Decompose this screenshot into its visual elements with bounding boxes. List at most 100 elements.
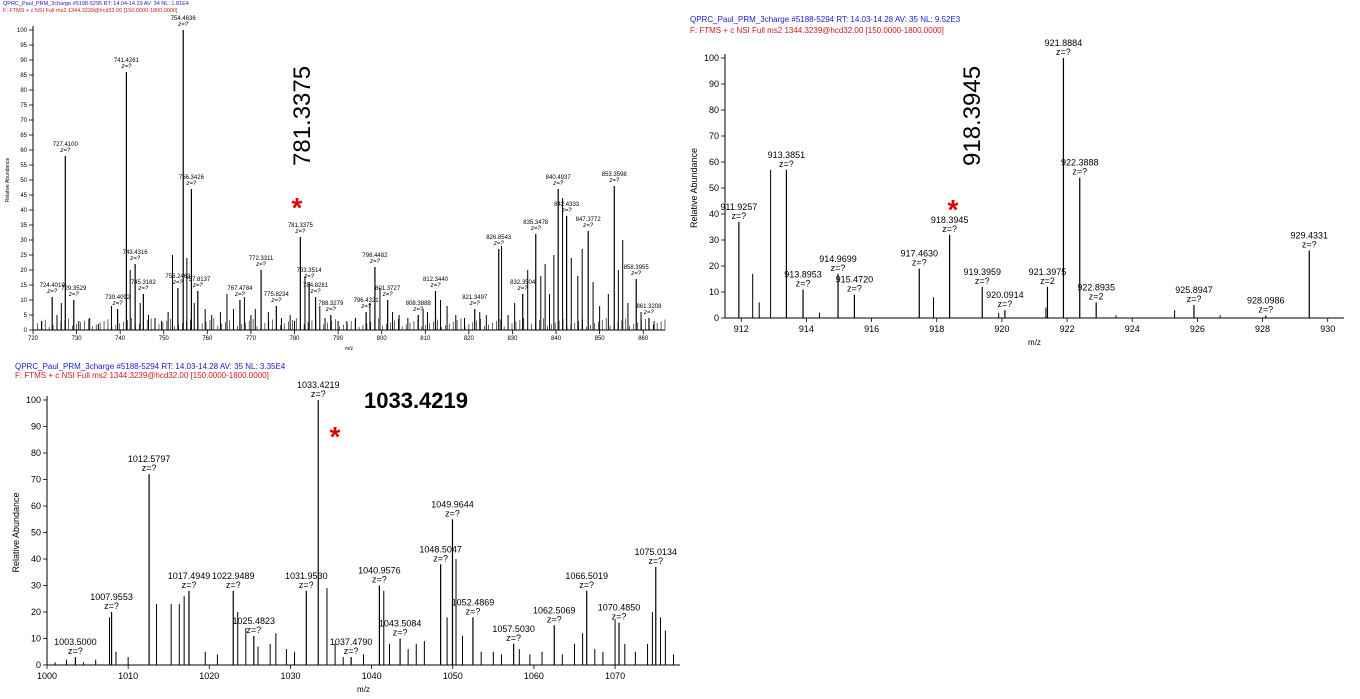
- peak-charge: z=?: [270, 298, 282, 304]
- spectrum-2: QPRC_Paul_PRM_3charge #5188-5294 RT: 14.…: [689, 15, 1344, 347]
- peak-label: 1025.4823: [233, 616, 276, 626]
- peak-label: 922.8935: [1077, 282, 1115, 292]
- peak-label: 826.8543: [486, 235, 512, 241]
- y-axis-title: Relative Abundance: [689, 148, 699, 228]
- peak-label: 847.3772: [576, 217, 602, 223]
- peak-charge: z=?: [234, 292, 246, 298]
- peak-charge: z=?: [847, 284, 862, 294]
- x-tick-label: 860: [638, 336, 649, 342]
- peak-label: 745.3182: [131, 280, 157, 286]
- y-tick-label: 40: [709, 209, 719, 219]
- y-tick-label: 60: [709, 157, 719, 167]
- peak-charge: z=?: [552, 181, 564, 187]
- peak-charge: z=?: [46, 289, 58, 295]
- y-tick-label: 80: [709, 105, 719, 115]
- y-tick-label: 10: [20, 298, 27, 304]
- x-tick-label: 820: [464, 336, 475, 342]
- peak-charge: z=?: [294, 229, 306, 235]
- peak-charge: z=?: [582, 223, 594, 229]
- peak-label: 842.4333: [554, 202, 580, 208]
- peak-label: 915.4720: [836, 275, 874, 285]
- x-tick-label: 790: [333, 336, 344, 342]
- peak-label: 727.4100: [53, 142, 79, 148]
- peak-charge: z=?: [433, 553, 448, 563]
- y-tick-label: 0: [24, 328, 28, 334]
- peak-charge: z=?: [942, 224, 957, 234]
- peak-label: 781.3375: [288, 223, 314, 229]
- y-tick-label: 30: [709, 235, 719, 245]
- peak-label: 821.3497: [462, 295, 488, 301]
- peak-charge: z=?: [59, 148, 71, 154]
- peak-charge: z=?: [1187, 294, 1202, 304]
- peak-charge: z=?: [998, 299, 1013, 309]
- peak-charge: z=?: [466, 606, 481, 616]
- y-tick-label: 0: [714, 313, 719, 323]
- x-tick-label: 928: [1255, 324, 1270, 334]
- peak-charge: z=?: [912, 258, 927, 268]
- y-tick-label: 90: [709, 79, 719, 89]
- x-tick-label: 730: [72, 336, 83, 342]
- y-tick-label: 85: [20, 73, 27, 79]
- peak-label: 783.3514: [297, 268, 323, 274]
- x-tick-label: 810: [420, 336, 431, 342]
- x-tick-label: 916: [864, 324, 879, 334]
- peak-charge: z=?: [303, 274, 315, 280]
- peak-label: 914.9699: [819, 254, 857, 264]
- peak-label: 808.3888: [406, 301, 432, 307]
- peak-label: 928.0986: [1247, 295, 1285, 305]
- y-tick-label: 10: [709, 287, 719, 297]
- y-tick-label: 0: [36, 660, 41, 670]
- peak-label: 835.3478: [523, 220, 549, 226]
- peak-label: 922.3888: [1061, 158, 1099, 168]
- y-tick-label: 40: [20, 208, 27, 214]
- peak-charge: z=?: [325, 307, 337, 313]
- x-tick-label: 760: [202, 336, 213, 342]
- y-tick-label: 50: [20, 178, 27, 184]
- y-tick-label: 70: [709, 131, 719, 141]
- x-tick-label: 780: [290, 336, 301, 342]
- y-tick-label: 30: [31, 581, 41, 591]
- x-tick-label: 926: [1190, 324, 1205, 334]
- peak-charge: z=?: [182, 580, 197, 590]
- peak-charge: z=?: [226, 580, 241, 590]
- peak-charge: z=?: [1302, 239, 1317, 249]
- y-tick-label: 50: [31, 528, 41, 538]
- y-tick-label: 30: [20, 238, 27, 244]
- peak-charge: z=?: [311, 389, 326, 399]
- y-tick-label: 10: [31, 634, 41, 644]
- peak-label: 858.3955: [624, 265, 650, 271]
- peak-label: 1033.4219: [297, 380, 340, 390]
- peak-charge: z=?: [360, 304, 372, 310]
- y-tick-label: 20: [20, 268, 27, 274]
- peak-charge: z=?: [344, 646, 359, 656]
- y-tick-label: 90: [20, 58, 27, 64]
- x-tick-label: 1040: [362, 671, 382, 681]
- peak-label: 919.3959: [963, 267, 1001, 277]
- peak-charge: z=?: [612, 612, 627, 622]
- y-axis-title: Relative Abundance: [5, 158, 11, 203]
- peak-charge: z=?: [608, 178, 620, 184]
- peak-label: 840.4937: [546, 175, 572, 181]
- peak-label: 921.3975: [1029, 267, 1067, 277]
- peak-charge: z=?: [779, 159, 794, 169]
- peak-charge: z=?: [246, 625, 261, 635]
- peak-label: 741.4261: [114, 58, 140, 64]
- y-tick-label: 60: [31, 501, 41, 511]
- peak-charge: z=?: [129, 256, 141, 262]
- peak-charge: z=?: [382, 292, 394, 298]
- peak-charge: z=?: [493, 241, 505, 247]
- y-tick-label: 100: [704, 53, 719, 63]
- peak-label: 796.4321: [354, 298, 380, 304]
- peak-label: 812.3440: [423, 277, 449, 283]
- y-tick-label: 35: [20, 223, 27, 229]
- peak-label: 913.3851: [768, 150, 806, 160]
- peak-charge: z=?: [369, 259, 381, 265]
- highlight-star: *: [292, 192, 303, 223]
- peak-label: 1007.9553: [90, 592, 133, 602]
- peak-label: 1031.9530: [285, 571, 328, 581]
- peak-label: 1012.5797: [128, 454, 171, 464]
- peak-charge: z=?: [1056, 47, 1071, 57]
- y-tick-label: 40: [31, 554, 41, 564]
- peak-label: 929.4331: [1290, 230, 1328, 240]
- x-tick-label: 922: [1060, 324, 1075, 334]
